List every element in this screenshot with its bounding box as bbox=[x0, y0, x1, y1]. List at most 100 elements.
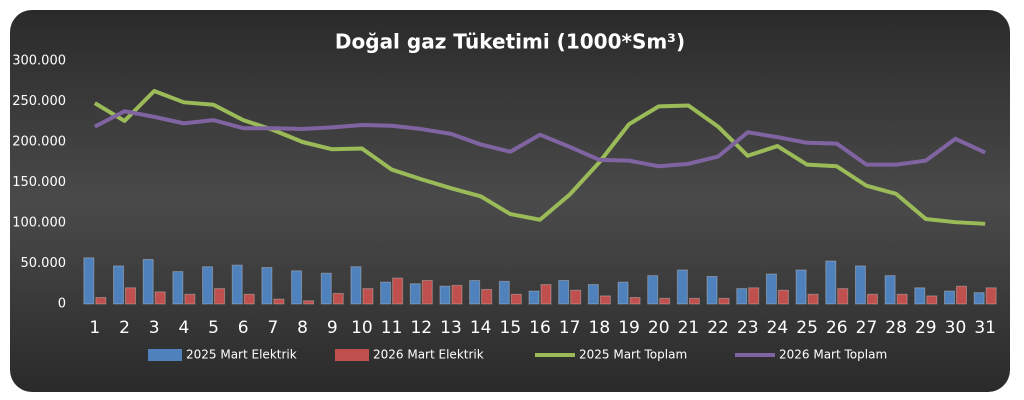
x-tick-label: 23 bbox=[737, 318, 759, 338]
x-tick-label: 12 bbox=[410, 318, 432, 338]
bar bbox=[451, 284, 463, 305]
y-tick-label: 0 bbox=[58, 297, 66, 312]
bar bbox=[676, 269, 688, 305]
bar bbox=[83, 257, 95, 305]
x-tick-label: 24 bbox=[767, 318, 789, 338]
x-tick-label: 19 bbox=[618, 318, 640, 338]
bar bbox=[113, 265, 125, 305]
x-tick-label: 6 bbox=[238, 318, 249, 338]
bar bbox=[570, 289, 582, 305]
bar bbox=[95, 297, 107, 305]
bar bbox=[421, 280, 433, 305]
y-tick-label: 150.000 bbox=[12, 175, 66, 190]
y-tick-label: 200.000 bbox=[12, 135, 66, 150]
bar bbox=[706, 275, 718, 305]
bar bbox=[914, 287, 926, 305]
x-tick-label: 25 bbox=[796, 318, 818, 338]
x-tick-label: 27 bbox=[856, 318, 878, 338]
bar bbox=[350, 266, 362, 305]
chart-title: Doğal gaz Tüketimi (1000*Sm³) bbox=[335, 30, 685, 54]
bar bbox=[481, 288, 493, 305]
x-tick-label: 21 bbox=[678, 318, 700, 338]
bar bbox=[231, 264, 243, 305]
x-tick-label: 17 bbox=[559, 318, 581, 338]
x-tick-label: 31 bbox=[974, 318, 996, 338]
bar bbox=[273, 298, 285, 305]
bar bbox=[955, 285, 967, 305]
bar bbox=[409, 283, 421, 305]
bar bbox=[943, 290, 955, 305]
x-tick-label: 2 bbox=[119, 318, 130, 338]
bar bbox=[380, 281, 392, 305]
bar bbox=[184, 293, 196, 305]
legend-label: 2026 Mart Elektrik bbox=[373, 348, 484, 362]
bar bbox=[243, 293, 255, 305]
x-tick-label: 1 bbox=[89, 318, 100, 338]
line bbox=[93, 88, 986, 226]
x-tick-label: 9 bbox=[327, 318, 338, 338]
x-tick-label: 26 bbox=[826, 318, 848, 338]
chart-panel bbox=[10, 10, 1010, 392]
bar bbox=[825, 260, 837, 305]
bar bbox=[617, 281, 629, 305]
legend-label: 2026 Mart Toplam bbox=[779, 348, 887, 362]
legend-swatch bbox=[148, 349, 182, 361]
bar bbox=[659, 297, 671, 305]
line bbox=[93, 109, 987, 169]
x-tick-label: 29 bbox=[915, 318, 937, 338]
bar bbox=[587, 284, 599, 305]
bar bbox=[985, 287, 997, 305]
bar bbox=[884, 275, 896, 305]
bar bbox=[807, 293, 819, 305]
bar bbox=[837, 288, 849, 305]
bar bbox=[332, 292, 344, 305]
legend-label: 2025 Mart Elektrik bbox=[186, 348, 297, 362]
legend-swatch bbox=[335, 349, 369, 361]
x-tick-label: 5 bbox=[208, 318, 219, 338]
x-tick-label: 7 bbox=[267, 318, 278, 338]
bar bbox=[392, 277, 404, 305]
x-tick-label: 13 bbox=[440, 318, 462, 338]
bar bbox=[261, 267, 273, 305]
bar bbox=[558, 280, 570, 305]
y-tick-label: 50.000 bbox=[21, 256, 67, 271]
bar bbox=[510, 293, 522, 305]
bar bbox=[647, 275, 659, 305]
bar bbox=[736, 288, 748, 305]
x-tick-label: 20 bbox=[648, 318, 670, 338]
bar bbox=[718, 297, 730, 305]
bar bbox=[469, 280, 481, 305]
bar bbox=[439, 285, 451, 305]
x-tick-label: 22 bbox=[707, 318, 729, 338]
bar bbox=[540, 284, 552, 305]
y-tick-label: 300.000 bbox=[12, 54, 66, 69]
x-tick-label: 15 bbox=[500, 318, 522, 338]
bar bbox=[896, 293, 908, 305]
x-tick-label: 3 bbox=[149, 318, 160, 338]
bar bbox=[362, 288, 374, 305]
bar bbox=[528, 290, 540, 305]
y-tick-label: 250.000 bbox=[12, 94, 66, 109]
bar bbox=[926, 295, 938, 305]
x-tick-label: 8 bbox=[297, 318, 308, 338]
bar bbox=[688, 297, 700, 305]
bar bbox=[765, 273, 777, 305]
bar bbox=[748, 287, 760, 305]
bar bbox=[125, 287, 137, 305]
bar bbox=[291, 270, 303, 305]
bar bbox=[142, 258, 154, 305]
bar bbox=[303, 300, 315, 305]
bar bbox=[854, 265, 866, 305]
bar bbox=[214, 288, 226, 305]
bar bbox=[202, 266, 214, 305]
y-tick-label: 100.000 bbox=[12, 216, 66, 231]
x-tick-label: 18 bbox=[589, 318, 611, 338]
legend-label: 2025 Mart Toplam bbox=[579, 348, 687, 362]
x-tick-label: 14 bbox=[470, 318, 492, 338]
x-tick-label: 16 bbox=[529, 318, 551, 338]
x-tick-label: 11 bbox=[381, 318, 403, 338]
bar bbox=[866, 293, 878, 305]
bar bbox=[777, 289, 789, 305]
bar bbox=[973, 292, 985, 305]
